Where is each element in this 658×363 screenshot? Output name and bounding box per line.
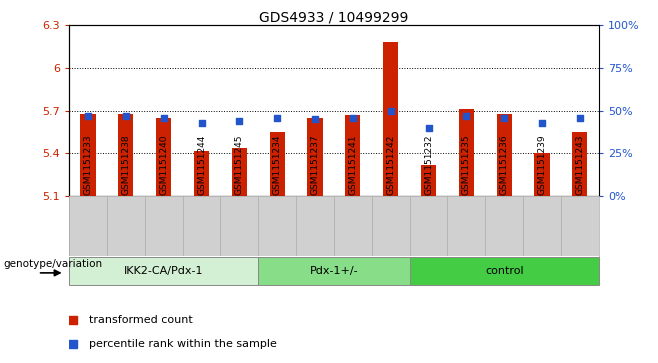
FancyBboxPatch shape <box>69 257 258 285</box>
Bar <box>383 42 398 196</box>
Point <box>83 113 93 119</box>
Text: GDS4933 / 10499299: GDS4933 / 10499299 <box>259 11 409 25</box>
Text: transformed count: transformed count <box>89 315 193 325</box>
Bar <box>156 118 171 196</box>
FancyBboxPatch shape <box>258 257 409 285</box>
Point <box>537 120 547 126</box>
Point <box>234 118 245 124</box>
Point <box>120 113 131 119</box>
FancyBboxPatch shape <box>409 257 599 285</box>
Bar <box>270 132 285 196</box>
Point <box>310 116 320 122</box>
Bar <box>118 114 134 196</box>
Bar <box>572 132 588 196</box>
Bar <box>232 148 247 196</box>
Point <box>386 108 396 114</box>
Text: percentile rank within the sample: percentile rank within the sample <box>89 339 277 349</box>
Point <box>159 115 169 121</box>
Text: Pdx-1+/-: Pdx-1+/- <box>310 266 358 276</box>
Text: control: control <box>485 266 524 276</box>
Point <box>423 125 434 131</box>
Bar <box>497 114 512 196</box>
Bar <box>459 109 474 196</box>
Point <box>347 115 358 121</box>
Point <box>272 115 282 121</box>
Bar <box>345 115 361 196</box>
Bar <box>421 165 436 196</box>
Point <box>196 120 207 126</box>
Point <box>499 115 509 121</box>
Point <box>278 8 288 13</box>
Bar <box>534 153 549 196</box>
Text: genotype/variation: genotype/variation <box>3 259 103 269</box>
Bar <box>80 114 95 196</box>
Point <box>574 115 585 121</box>
Bar <box>194 151 209 196</box>
Bar <box>307 118 322 196</box>
Text: IKK2-CA/Pdx-1: IKK2-CA/Pdx-1 <box>124 266 203 276</box>
Point <box>278 222 288 228</box>
Point <box>461 113 472 119</box>
